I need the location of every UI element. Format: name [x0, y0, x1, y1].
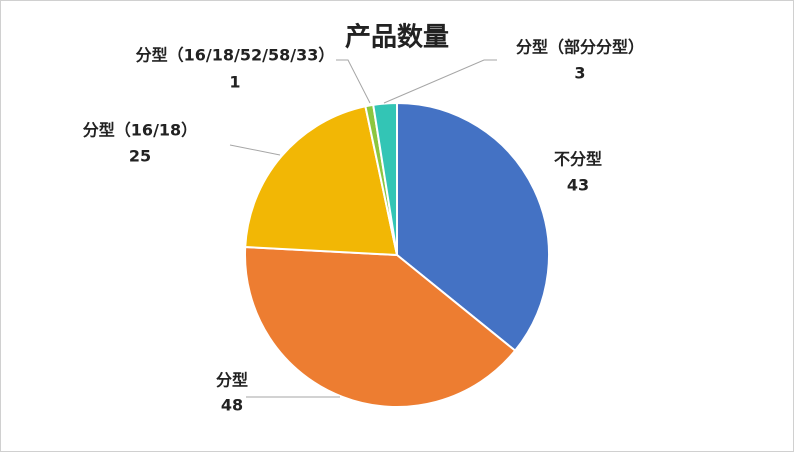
pie-slice [244, 245, 517, 408]
pie-slice [372, 101, 398, 256]
pie-slice [244, 105, 399, 257]
slice-value: 1 [229, 73, 240, 92]
slice-value: 43 [567, 176, 589, 195]
slice-label: 分型（16/18） [83, 121, 197, 140]
slice-value: 25 [129, 147, 151, 166]
slice-label: 不分型 [554, 150, 602, 169]
slice-label: 分型 [216, 371, 248, 390]
slice-label: 分型（16/18/52/58/33） [136, 46, 335, 65]
pie-slice [396, 101, 550, 353]
leader-line [336, 59, 371, 104]
slice-value: 48 [221, 396, 243, 415]
slice-value: 3 [574, 64, 585, 83]
leader-line [383, 59, 497, 104]
chart-title: 产品数量 [345, 23, 449, 53]
slice-label: 分型（部分分型） [516, 38, 644, 57]
leader-line [229, 144, 281, 156]
